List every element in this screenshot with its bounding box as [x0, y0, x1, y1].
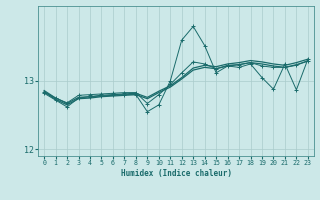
X-axis label: Humidex (Indice chaleur): Humidex (Indice chaleur): [121, 169, 231, 178]
